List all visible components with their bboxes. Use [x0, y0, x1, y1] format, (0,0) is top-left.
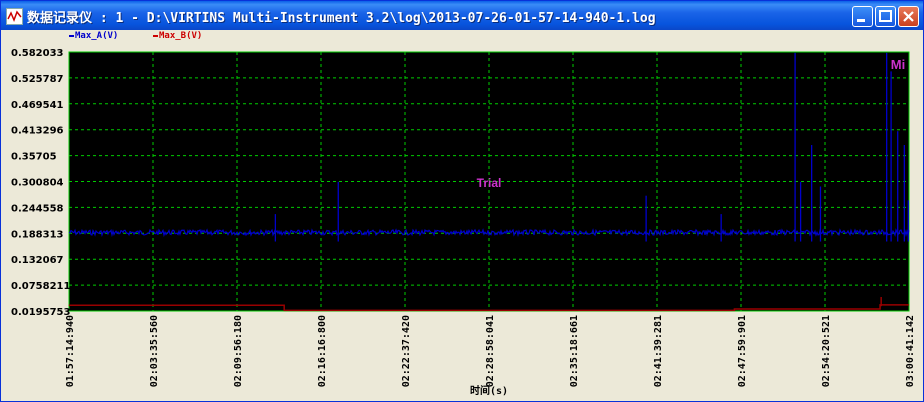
- legend-label-a: Max_A(V): [75, 31, 119, 41]
- y-tick-label: 0.413296: [11, 126, 64, 137]
- series-max-a: [68, 52, 910, 242]
- x-tick-label: 02:47:59:901: [737, 315, 748, 387]
- x-tick-label: 02:09:56:180: [233, 315, 244, 387]
- x-tick-label: 02:03:35:560: [149, 315, 160, 387]
- y-tick-label: 0.188313: [11, 229, 64, 240]
- y-tick-label: 0.244558: [11, 203, 64, 214]
- series-a-line: [68, 228, 910, 238]
- waveform-app-icon: [6, 8, 23, 25]
- y-tick-label: 0.525787: [11, 74, 64, 85]
- y-tick-label: 0.300804: [11, 178, 64, 189]
- x-tick-label: 02:22:37:420: [401, 315, 412, 387]
- y-tick-label: 0.0195753: [11, 307, 71, 318]
- minimize-icon: [857, 19, 865, 22]
- legend-swatch-b: [153, 34, 158, 37]
- legend-swatch-a: [69, 34, 74, 37]
- y-tick-label: 0.35705: [11, 152, 57, 163]
- maximize-button[interactable]: [875, 6, 896, 27]
- grid-lines: [69, 52, 909, 311]
- maximize-icon: [879, 10, 892, 22]
- legend-label-b: Max_B(V): [159, 31, 203, 41]
- series-max-b: [68, 296, 909, 312]
- y-tick-label: 0.0758211: [11, 281, 71, 292]
- x-tick-label: 02:16:16:800: [317, 315, 328, 387]
- x-tick-label: 02:41:39:281: [653, 315, 664, 387]
- close-icon: [903, 11, 914, 22]
- close-button[interactable]: [898, 6, 919, 27]
- x-tick-label: 02:28:58:041: [485, 315, 496, 387]
- x-tick-label: 01:57:14:940: [65, 315, 76, 387]
- legend-item-a[interactable]: Max_A(V): [69, 31, 118, 43]
- x-axis-ticks: 01:57:14:940 02:03:35:560 02:09:56:180 02:1…: [65, 315, 916, 387]
- chart-area[interactable]: 0.582033 0.525787 0.469541 0.413296 0.35705 0…: [1, 43, 923, 401]
- series-b-line: [68, 304, 909, 312]
- title-bar[interactable]: 数据记录仪 : 1 - D:\VIRTINS Multi-Instrument …: [1, 1, 923, 30]
- y-tick-label: 0.469541: [11, 100, 64, 111]
- x-tick-label: 02:54:20:521: [821, 315, 832, 387]
- legend-item-b[interactable]: Max_B(V): [153, 31, 202, 43]
- y-tick-label: 0.582033: [11, 48, 64, 59]
- x-tick-label: 02:35:18:661: [569, 315, 580, 387]
- window-title: 数据记录仪 : 1 - D:\VIRTINS Multi-Instrument …: [27, 11, 656, 26]
- trial-watermark: Trial: [477, 176, 502, 190]
- x-axis-label: 时间(s): [470, 384, 508, 397]
- minimize-button[interactable]: [852, 6, 873, 27]
- y-axis-ticks: 0.582033 0.525787 0.469541 0.413296 0.35705 0…: [11, 48, 71, 318]
- y-tick-label: 0.132067: [11, 255, 64, 266]
- mi-badge: Mi: [891, 57, 905, 72]
- x-tick-label: 03:00:41:142: [905, 315, 916, 387]
